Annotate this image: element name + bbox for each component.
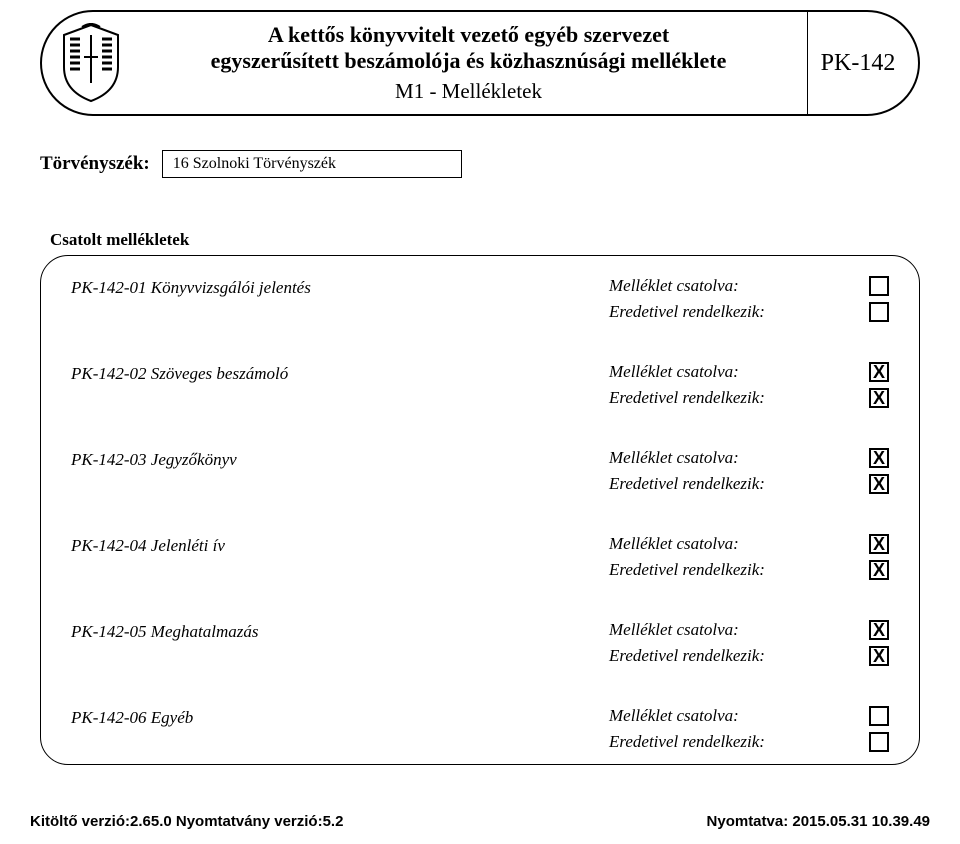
checkbox-attached: [869, 706, 889, 726]
status-original-line: Eredetivel rendelkezik: X: [609, 474, 889, 494]
attachment-row: PK-142-05 MeghatalmazásMelléklet csatolv…: [71, 620, 889, 672]
attachments-box: PK-142-01 Könyvvizsgálói jelentésMellékl…: [40, 255, 920, 765]
attachment-status: Melléklet csatolva: Eredetivel rendelkezi…: [609, 706, 889, 758]
checkbox-original: X: [869, 474, 889, 494]
status-attached-line: Melléklet csatolva: X: [609, 362, 889, 382]
checkbox-attached: [869, 276, 889, 296]
status-attached-line: Melléklet csatolva: X: [609, 534, 889, 554]
header-title: A kettős könyvvitelt vezető egyéb szerve…: [211, 22, 727, 73]
attachment-label: PK-142-03 Jegyzőkönyv: [71, 448, 609, 500]
status-original-line: Eredetivel rendelkezik: X: [609, 388, 889, 408]
attachment-label: PK-142-05 Meghatalmazás: [71, 620, 609, 672]
checkbox-original: X: [869, 560, 889, 580]
coat-of-arms-icon: [42, 12, 130, 114]
attachment-status: Melléklet csatolva: Eredetivel rendelkezi…: [609, 276, 889, 328]
form-code: PK-142: [808, 12, 918, 114]
status-original-label: Eredetivel rendelkezik:: [609, 302, 765, 322]
checkbox-attached: X: [869, 448, 889, 468]
attachment-row: PK-142-03 JegyzőkönyvMelléklet csatolva:…: [71, 448, 889, 500]
attachment-status: Melléklet csatolva:XEredetivel rendelkez…: [609, 448, 889, 500]
attachment-status: Melléklet csatolva:XEredetivel rendelkez…: [609, 534, 889, 586]
status-attached-line: Melléklet csatolva:: [609, 276, 889, 296]
status-attached-label: Melléklet csatolva:: [609, 706, 739, 726]
attachment-label: PK-142-04 Jelenléti ív: [71, 534, 609, 586]
footer-right: Nyomtatva: 2015.05.31 10.39.49: [707, 813, 930, 830]
attachments-title: Csatolt mellékletek: [50, 230, 189, 250]
checkbox-original: X: [869, 388, 889, 408]
status-original-line: Eredetivel rendelkezik: X: [609, 646, 889, 666]
checkbox-attached: X: [869, 362, 889, 382]
status-attached-line: Melléklet csatolva: X: [609, 620, 889, 640]
status-original-label: Eredetivel rendelkezik:: [609, 388, 765, 408]
status-attached-label: Melléklet csatolva:: [609, 448, 739, 468]
checkbox-original: [869, 732, 889, 752]
attachment-row: PK-142-01 Könyvvizsgálói jelentésMellékl…: [71, 276, 889, 328]
status-original-label: Eredetivel rendelkezik:: [609, 560, 765, 580]
attachment-label: PK-142-06 Egyéb: [71, 706, 609, 758]
checkbox-original: X: [869, 646, 889, 666]
header-inner: A kettős könyvvitelt vezető egyéb szerve…: [42, 12, 918, 114]
header-text: A kettős könyvvitelt vezető egyéb szerve…: [130, 12, 808, 114]
court-label: Törvényszék:: [40, 153, 150, 175]
attachment-status: Melléklet csatolva:XEredetivel rendelkez…: [609, 362, 889, 414]
status-original-line: Eredetivel rendelkezik: X: [609, 560, 889, 580]
attachment-status: Melléklet csatolva:XEredetivel rendelkez…: [609, 620, 889, 672]
header-subtitle: M1 - Mellékletek: [395, 79, 542, 104]
header-title-line1: A kettős könyvvitelt vezető egyéb szerve…: [268, 22, 669, 47]
status-original-line: Eredetivel rendelkezik:: [609, 302, 889, 322]
status-attached-label: Melléklet csatolva:: [609, 362, 739, 382]
header-box: A kettős könyvvitelt vezető egyéb szerve…: [40, 10, 920, 116]
header-title-line2: egyszerűsített beszámolója és közhasznús…: [211, 48, 727, 73]
attachment-label: PK-142-02 Szöveges beszámoló: [71, 362, 609, 414]
footer-left: Kitöltő verzió:2.65.0 Nyomtatvány verzió…: [30, 813, 343, 830]
status-attached-label: Melléklet csatolva:: [609, 276, 739, 296]
checkbox-attached: X: [869, 620, 889, 640]
attachment-row: PK-142-02 Szöveges beszámolóMelléklet cs…: [71, 362, 889, 414]
status-attached-label: Melléklet csatolva:: [609, 534, 739, 554]
court-row: Törvényszék: 16 Szolnoki Törvényszék: [40, 150, 462, 178]
status-original-line: Eredetivel rendelkezik:: [609, 732, 889, 752]
checkbox-original: [869, 302, 889, 322]
attachment-row: PK-142-04 Jelenléti ívMelléklet csatolva…: [71, 534, 889, 586]
attachment-row: PK-142-06 EgyébMelléklet csatolva: Eredet…: [71, 706, 889, 758]
checkbox-attached: X: [869, 534, 889, 554]
attachment-label: PK-142-01 Könyvvizsgálói jelentés: [71, 276, 609, 328]
status-original-label: Eredetivel rendelkezik:: [609, 474, 765, 494]
status-attached-label: Melléklet csatolva:: [609, 620, 739, 640]
status-attached-line: Melléklet csatolva:: [609, 706, 889, 726]
status-attached-line: Melléklet csatolva: X: [609, 448, 889, 468]
footer: Kitöltő verzió:2.65.0 Nyomtatvány verzió…: [30, 813, 930, 830]
status-original-label: Eredetivel rendelkezik:: [609, 646, 765, 666]
court-value: 16 Szolnoki Törvényszék: [162, 150, 462, 178]
status-original-label: Eredetivel rendelkezik:: [609, 732, 765, 752]
